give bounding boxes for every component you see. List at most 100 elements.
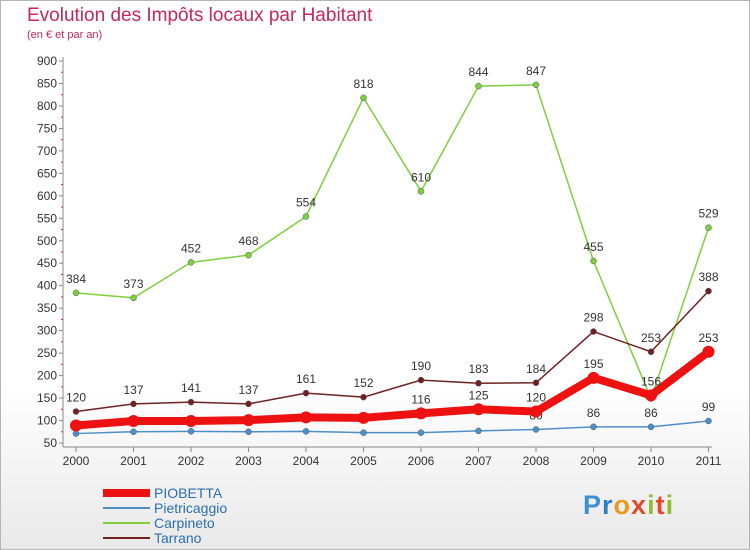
data-point-pietricaggio	[360, 429, 367, 436]
data-point-piobetta	[472, 403, 485, 416]
data-point-tarrano	[245, 400, 252, 408]
y-tick-label: 450	[37, 256, 57, 270]
data-label-tarrano: 184	[526, 362, 546, 376]
data-label-tarrano: 152	[353, 376, 373, 390]
data-point-tarrano	[187, 398, 195, 406]
data-point-carpineto	[590, 257, 597, 265]
series-line-piobetta	[72, 347, 713, 430]
data-label-carpineto: 468	[238, 234, 258, 248]
data-point-piobetta	[530, 405, 542, 418]
data-point-piobetta	[415, 407, 427, 420]
data-point-piobetta	[185, 414, 197, 427]
data-point-tarrano	[590, 328, 597, 335]
data-label-piobetta: 120	[526, 391, 546, 405]
data-label-piobetta: 253	[698, 331, 718, 345]
y-tick-label: 100	[37, 414, 57, 428]
data-point-piobetta	[587, 371, 600, 384]
data-point-tarrano	[72, 408, 80, 415]
y-tick-label: 200	[37, 369, 57, 383]
data-point-tarrano	[130, 400, 137, 408]
data-point-piobetta	[127, 414, 140, 427]
data-label-tarrano: 298	[583, 311, 603, 325]
data-point-pietricaggio	[647, 423, 655, 431]
data-point-piobetta	[357, 411, 370, 424]
logo-letter: i	[647, 490, 656, 520]
y-tick-label: 900	[37, 54, 57, 68]
logo-letter: P	[583, 490, 603, 520]
logo-letter: o	[613, 490, 632, 520]
data-label-carpineto: 452	[181, 241, 201, 255]
logo-letter: r	[602, 490, 614, 520]
data-point-tarrano	[705, 287, 712, 295]
data-point-carpineto	[245, 251, 252, 259]
data-point-pietricaggio	[187, 428, 195, 435]
data-point-tarrano	[417, 376, 425, 384]
chart-title: Evolution des Impôts locaux par Habitant	[27, 5, 373, 26]
data-point-carpineto	[705, 224, 712, 231]
data-point-carpineto	[302, 213, 310, 220]
data-label-carpineto: 554	[296, 195, 316, 209]
data-label-piobetta: 125	[468, 388, 488, 402]
y-tick-label: 300	[37, 324, 57, 338]
x-tick-label: 2002	[178, 454, 205, 468]
data-label-carpineto: 844	[468, 65, 488, 79]
x-tick-label: 2005	[350, 454, 377, 468]
y-tick-label: 50	[44, 436, 58, 450]
data-label-tarrano: 190	[411, 359, 431, 373]
data-label-tarrano: 388	[698, 270, 718, 284]
data-point-piobetta	[300, 411, 312, 424]
legend-label-pietricaggio: Pietricaggio	[154, 500, 227, 516]
data-label-tarrano: 253	[641, 331, 661, 345]
chart-subtitle: (en € et par an)	[27, 29, 103, 41]
data-point-pietricaggio	[302, 428, 310, 435]
y-tick-label: 600	[37, 189, 57, 203]
data-label-carpineto: 818	[353, 77, 373, 91]
data-point-tarrano	[647, 348, 655, 356]
data-label-tarrano: 183	[468, 362, 488, 376]
legend-label-tarrano: Tarrano	[154, 530, 202, 546]
data-point-carpineto	[72, 289, 80, 297]
x-tick-label: 2011	[696, 454, 722, 468]
y-tick-label: 550	[37, 211, 57, 225]
data-label-carpineto: 847	[526, 64, 546, 78]
y-tick-label: 350	[37, 301, 57, 315]
data-label-carpineto: 529	[698, 207, 718, 221]
series-line-tarrano	[75, 290, 710, 413]
data-label-piobetta: 195	[583, 357, 603, 371]
data-label-pietricaggio: 86	[587, 406, 601, 420]
data-label-piobetta: 116	[411, 392, 430, 406]
data-point-carpineto	[532, 81, 540, 89]
data-point-pietricaggio	[590, 423, 597, 431]
y-tick-label: 800	[37, 99, 57, 113]
x-tick-label: 2008	[523, 454, 550, 468]
data-label-tarrano: 120	[66, 391, 86, 405]
data-point-carpineto	[360, 94, 367, 102]
data-point-tarrano	[360, 393, 367, 401]
data-label-tarrano: 141	[181, 381, 201, 395]
x-tick-label: 2000	[63, 454, 90, 468]
x-tick-label: 2004	[293, 454, 320, 468]
y-tick-label: 150	[37, 391, 57, 405]
series-line-pietricaggio	[75, 420, 710, 435]
data-label-carpineto: 384	[66, 272, 86, 286]
data-label-tarrano: 137	[123, 383, 143, 397]
data-label-piobetta: 156	[641, 374, 661, 388]
data-point-piobetta	[645, 389, 657, 402]
x-tick-label: 2001	[120, 454, 147, 468]
y-tick-label: 250	[37, 346, 57, 360]
data-label-pietricaggio: 86	[644, 406, 658, 420]
data-point-pietricaggio	[417, 429, 425, 436]
data-point-pietricaggio	[705, 417, 712, 425]
y-tick-label: 700	[37, 144, 57, 158]
logo-letter: t	[655, 490, 666, 520]
x-tick-label: 2003	[235, 454, 262, 468]
y-tick-label: 500	[37, 234, 57, 248]
data-label-carpineto: 455	[583, 240, 603, 254]
y-tick-label: 850	[37, 76, 57, 90]
logo-letter: i	[665, 490, 675, 520]
x-tick-label: 2009	[580, 454, 607, 468]
series-line-carpineto	[75, 84, 710, 400]
y-tick-label: 650	[37, 166, 57, 180]
